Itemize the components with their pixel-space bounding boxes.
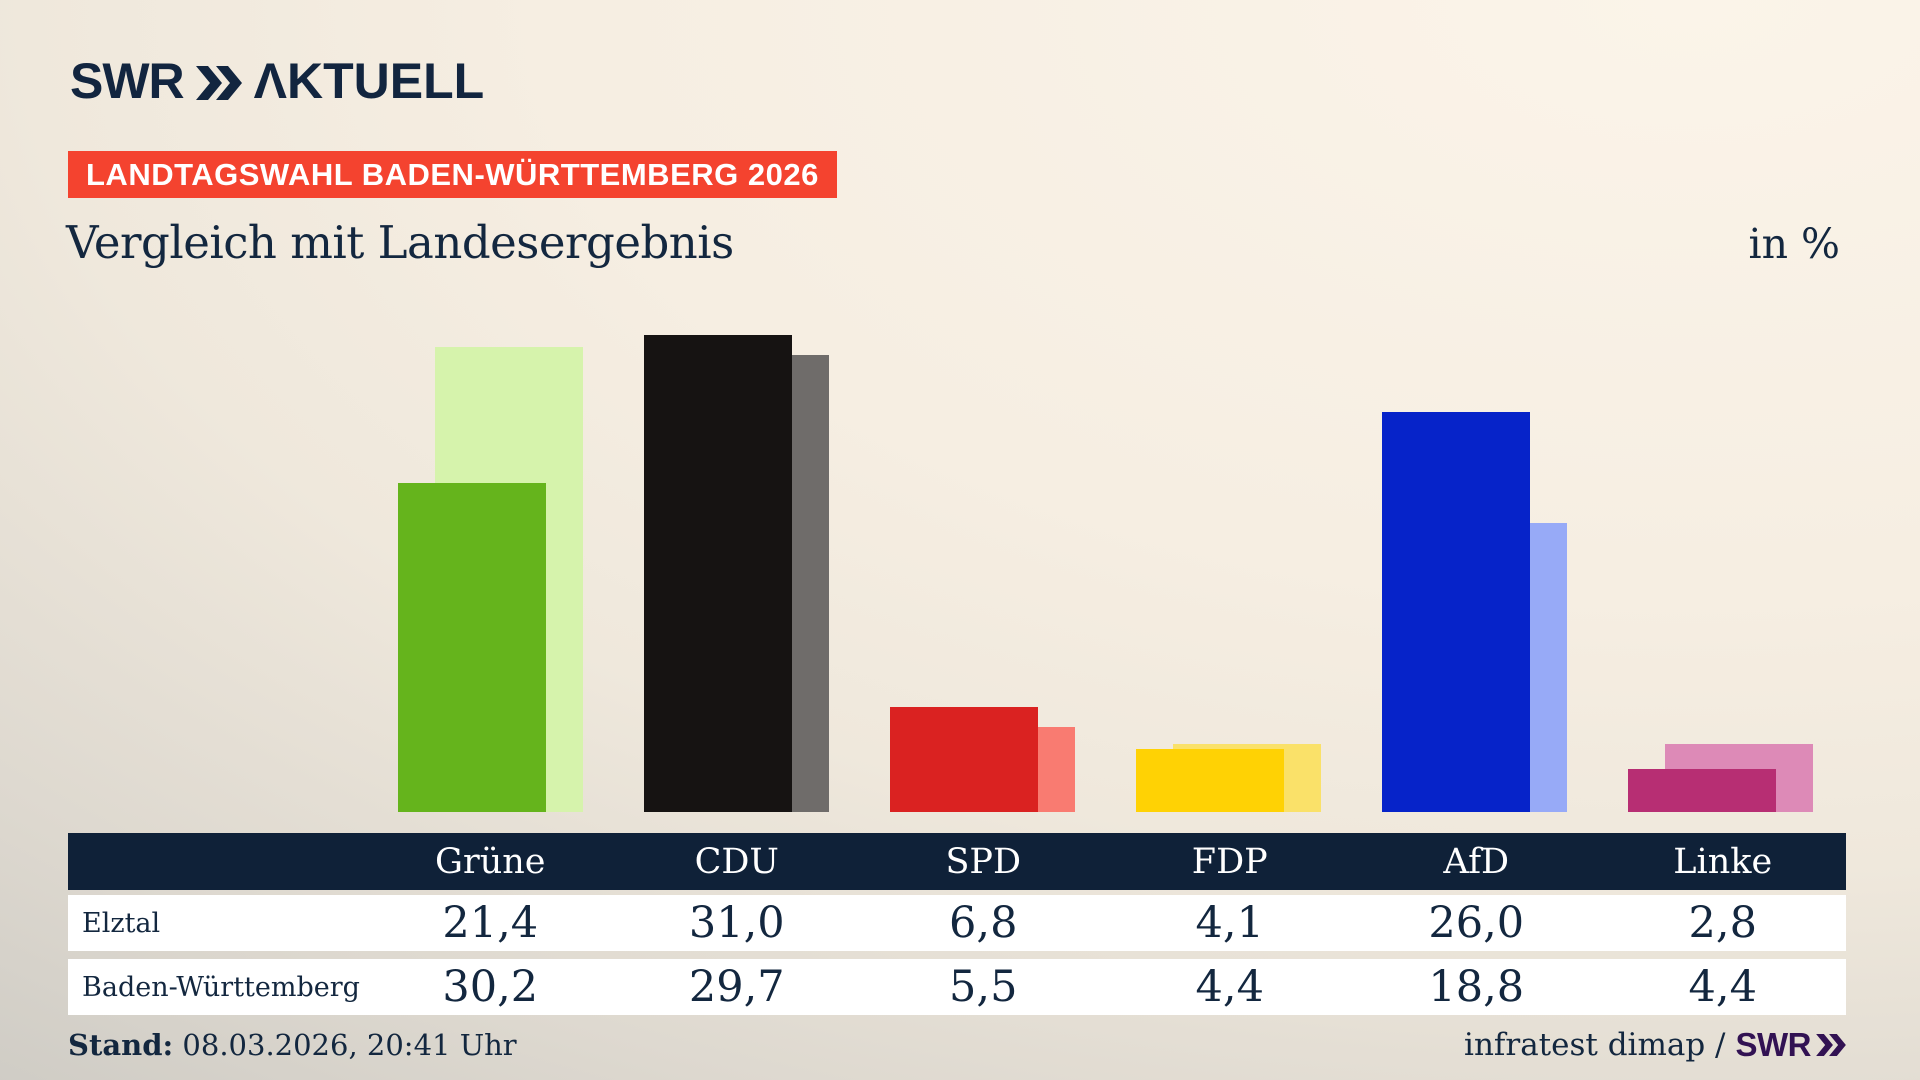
table-cell-linke-elztal: 2,8 — [1688, 898, 1757, 948]
table-cell-grüne-elztal: 21,4 — [442, 898, 539, 948]
table-cell-afd-baden-württemberg: 18,8 — [1428, 962, 1525, 1012]
page-title: Vergleich mit Landesergebnis — [66, 216, 734, 269]
table-column-header-cdu: CDU — [694, 841, 779, 882]
swr-chevrons-icon — [195, 65, 242, 100]
stand-label: Stand: — [68, 1028, 174, 1062]
bar-linke-elztal — [1627, 769, 1776, 812]
bar-fdp-elztal — [1135, 749, 1284, 812]
table-cell-grüne-baden-württemberg: 30,2 — [442, 962, 539, 1012]
swr-logo-small: SWR — [1736, 1026, 1847, 1064]
table-cell-afd-elztal: 26,0 — [1428, 898, 1525, 948]
table-cell-fdp-baden-württemberg: 4,4 — [1195, 962, 1264, 1012]
timestamp: Stand: 08.03.2026, 20:41 Uhr — [68, 1028, 517, 1062]
table-row-label: Baden-Württemberg — [82, 971, 360, 1003]
swr-chevrons-small-icon — [1816, 1034, 1846, 1056]
table-cell-spd-baden-württemberg: 5,5 — [949, 962, 1018, 1012]
bar-cdu-elztal — [643, 335, 792, 812]
bar-grüne-elztal — [397, 483, 546, 812]
table-header-row: Grüne CDU SPD FDP AfD Linke — [68, 833, 1846, 890]
swr-aktuell-logo: SWR ΛKTUELL — [70, 52, 484, 110]
table-row-elztal: Elztal 21,4 31,0 6,8 4,1 26,0 2,8 — [68, 895, 1846, 951]
comparison-bar-chart — [397, 335, 1813, 812]
source-text: infratest dimap / — [1464, 1027, 1726, 1063]
bar-afd-elztal — [1381, 412, 1530, 812]
aktuell-logo-text: ΛKTUELL — [253, 53, 485, 109]
table-cell-cdu-elztal: 31,0 — [688, 898, 785, 948]
table-column-header-linke: Linke — [1673, 841, 1773, 882]
swr-logo-text: SWR — [70, 53, 185, 109]
table-row-baden-württemberg: Baden-Württemberg 30,2 29,7 5,5 4,4 18,8 4,4 — [68, 959, 1846, 1015]
table-row-label: Elztal — [82, 907, 161, 939]
unit-label: in % — [1748, 220, 1840, 268]
table-column-header-grüne: Grüne — [435, 841, 546, 882]
table-cell-linke-baden-württemberg: 4,4 — [1688, 962, 1757, 1012]
election-badge: LANDTAGSWAHL BADEN-WÜRTTEMBERG 2026 — [68, 151, 837, 198]
table-column-header-spd: SPD — [945, 841, 1022, 882]
table-cell-cdu-baden-württemberg: 29,7 — [688, 962, 785, 1012]
table-column-header-fdp: FDP — [1191, 841, 1268, 882]
stand-value: 08.03.2026, 20:41 Uhr — [173, 1028, 517, 1062]
swr-logo-small-text: SWR — [1735, 1026, 1812, 1063]
table-cell-fdp-elztal: 4,1 — [1195, 898, 1264, 948]
bar-spd-elztal — [889, 707, 1038, 812]
source-credit: infratest dimap / SWR — [1464, 1026, 1846, 1064]
table-column-header-afd: AfD — [1443, 841, 1510, 882]
table-cell-spd-elztal: 6,8 — [949, 898, 1018, 948]
